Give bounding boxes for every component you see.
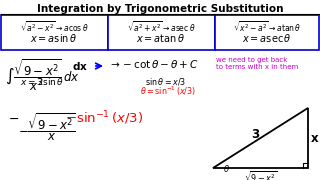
- Text: $x = a\tan\theta$: $x = a\tan\theta$: [136, 32, 186, 44]
- FancyBboxPatch shape: [215, 15, 319, 50]
- FancyBboxPatch shape: [1, 15, 108, 50]
- Text: we need to get back
to terms with x in them: we need to get back to terms with x in t…: [216, 57, 298, 70]
- Text: $\sqrt{a^2 + x^2} \rightarrow a\sec\theta$: $\sqrt{a^2 + x^2} \rightarrow a\sec\thet…: [127, 20, 195, 35]
- Text: $-\sin^{-1}(x/3)$: $-\sin^{-1}(x/3)$: [65, 109, 143, 127]
- Text: $\sqrt{x^2 - a^2} \rightarrow a\tan\theta$: $\sqrt{x^2 - a^2} \rightarrow a\tan\thet…: [233, 20, 301, 35]
- Text: $\rightarrow -\cot\theta - \theta + C$: $\rightarrow -\cot\theta - \theta + C$: [108, 58, 199, 70]
- FancyBboxPatch shape: [108, 15, 215, 50]
- Text: x: x: [311, 132, 319, 145]
- Text: $\theta = \sin^{-1}(x/3)$: $\theta = \sin^{-1}(x/3)$: [140, 85, 196, 98]
- Text: Integration by Trigonometric Substitution: Integration by Trigonometric Substitutio…: [37, 4, 283, 14]
- Text: $\theta$: $\theta$: [223, 163, 230, 174]
- Polygon shape: [213, 108, 308, 168]
- Text: $x = a\sec\theta$: $x = a\sec\theta$: [242, 32, 292, 44]
- Text: $\sqrt{9-x^2}$: $\sqrt{9-x^2}$: [244, 170, 277, 180]
- Text: $x = 3\sin\theta$: $x = 3\sin\theta$: [20, 76, 64, 87]
- Text: $-\dfrac{\sqrt{9-x^2}}{x}$: $-\dfrac{\sqrt{9-x^2}}{x}$: [18, 112, 76, 143]
- Text: $-$: $-$: [8, 111, 19, 125]
- Text: $\mathbf{dx}$: $\mathbf{dx}$: [72, 60, 88, 72]
- Text: 3: 3: [252, 129, 260, 141]
- Text: $\sqrt{a^2 - x^2} \rightarrow a\cos\theta$: $\sqrt{a^2 - x^2} \rightarrow a\cos\thet…: [20, 20, 88, 35]
- Text: $\int\dfrac{\sqrt{9-x^2}}{x^2}\,dx$: $\int\dfrac{\sqrt{9-x^2}}{x^2}\,dx$: [5, 57, 80, 93]
- Text: $\sin\theta = x/3$: $\sin\theta = x/3$: [145, 76, 186, 87]
- Text: $x = a\sin\theta$: $x = a\sin\theta$: [30, 32, 78, 44]
